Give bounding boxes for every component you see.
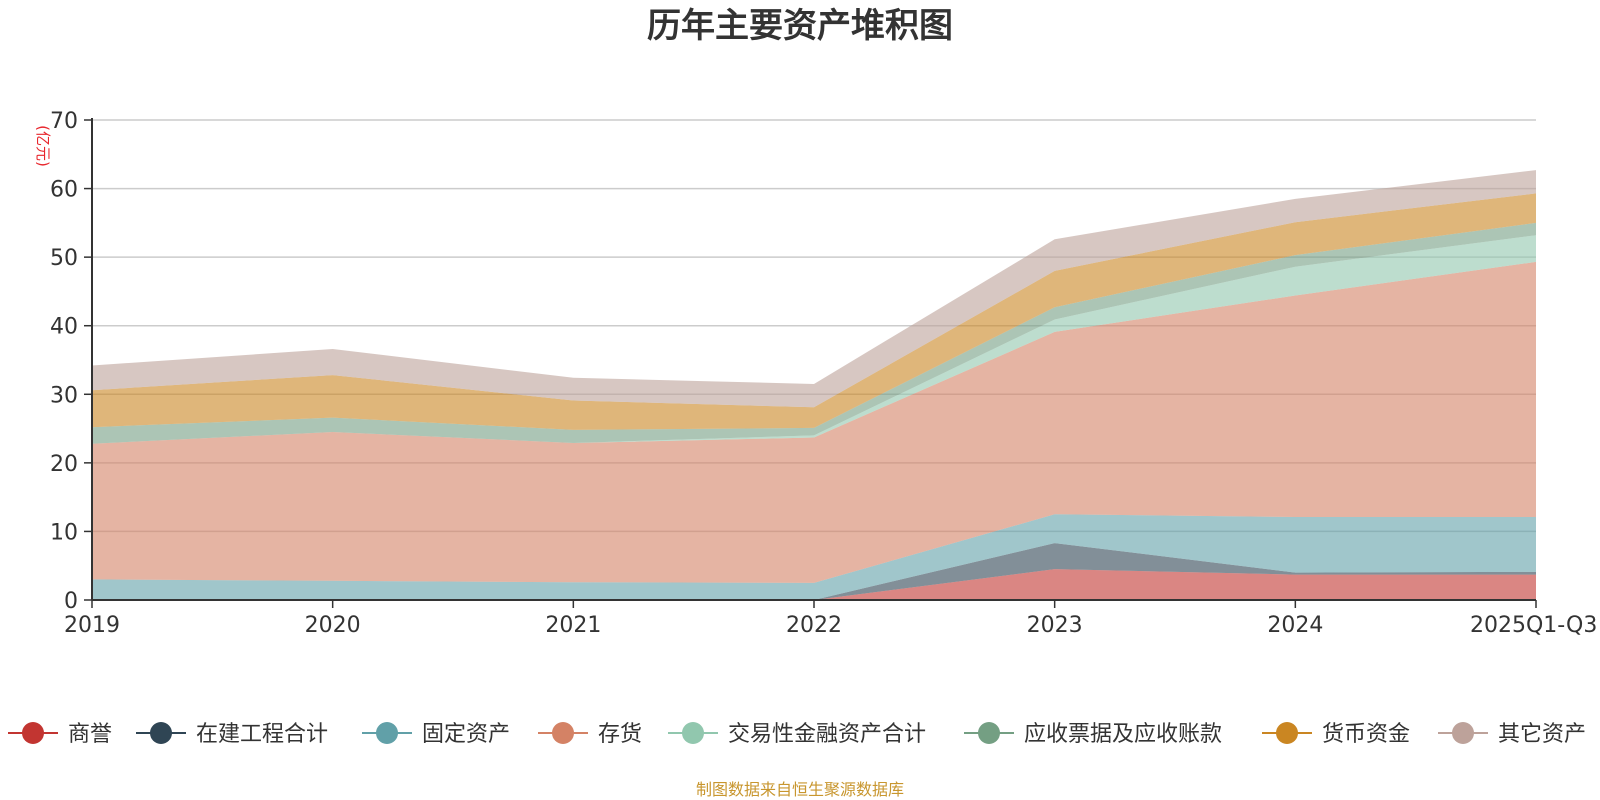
area-series-0 [92,569,1536,600]
legend-item-3[interactable]: 存货 [538,722,642,747]
area-series-1 [92,543,1536,600]
data-source-footer: 制图数据来自恒生聚源数据库 [696,780,904,799]
area-series [92,170,1536,600]
legend-label: 应收票据及应收账款 [1024,722,1222,747]
legend-marker [682,722,704,744]
axes: 0 10 20 30 40 50 60 70 2019 2020 2021 2022 2023 2024 2… [50,109,1597,638]
legend-label: 固定资产 [422,722,510,747]
legend-marker [376,722,398,744]
area-series-7 [92,170,1536,408]
legend-label: 其它资产 [1498,722,1586,747]
y-tick-label: 30 [50,383,78,408]
legend-marker [22,722,44,744]
legend-marker [1276,722,1298,744]
x-tick-label: 2020 [305,613,361,638]
y-axis-unit-label: (亿元) [34,125,52,167]
legend-label: 商誉 [68,722,112,747]
legend-label: 交易性金融资产合计 [728,722,926,747]
x-tick-label: 2023 [1027,613,1083,638]
y-tick-label: 60 [50,178,78,203]
y-tick-label: 10 [50,520,78,545]
area-series-6 [92,193,1536,430]
y-tick-label: 40 [50,315,78,340]
x-tick-label: 2019 [64,613,120,638]
legend-item-2[interactable]: 固定资产 [362,722,510,747]
y-tick-label: 20 [50,452,78,477]
area-series-2 [92,514,1536,600]
legend-item-0[interactable]: 商誉 [8,722,112,747]
legend-label: 货币资金 [1322,722,1410,747]
x-tick-label: 2021 [545,613,601,638]
legend-item-6[interactable]: 货币资金 [1262,722,1410,747]
legend-item-7[interactable]: 其它资产 [1438,722,1586,747]
legend-marker [1452,722,1474,744]
legend-label: 存货 [598,722,642,747]
legend[interactable]: 商誉 在建工程合计 固定资产 存货 交易性金融资产合计 应收票据及应收账款 货币资金 其它资产 [8,722,1586,747]
legend-marker [978,722,1000,744]
x-tick-label: 2024 [1267,613,1323,638]
legend-item-1[interactable]: 在建工程合计 [136,722,328,747]
y-tick-label: 50 [50,246,78,271]
legend-marker [552,722,574,744]
y-tick-label: 70 [50,109,78,134]
area-series-4 [92,235,1536,444]
area-series-5 [92,222,1536,444]
x-tick-label: 2022 [786,613,842,638]
y-tick-label: 0 [64,589,78,614]
chart-title: 历年主要资产堆积图 [647,6,953,46]
legend-item-4[interactable]: 交易性金融资产合计 [668,722,926,747]
legend-marker [150,722,172,744]
legend-label: 在建工程合计 [196,722,328,747]
legend-item-5[interactable]: 应收票据及应收账款 [964,722,1222,747]
area-series-3 [92,261,1536,583]
x-tick-label: 2025Q1-Q3 [1470,613,1597,638]
